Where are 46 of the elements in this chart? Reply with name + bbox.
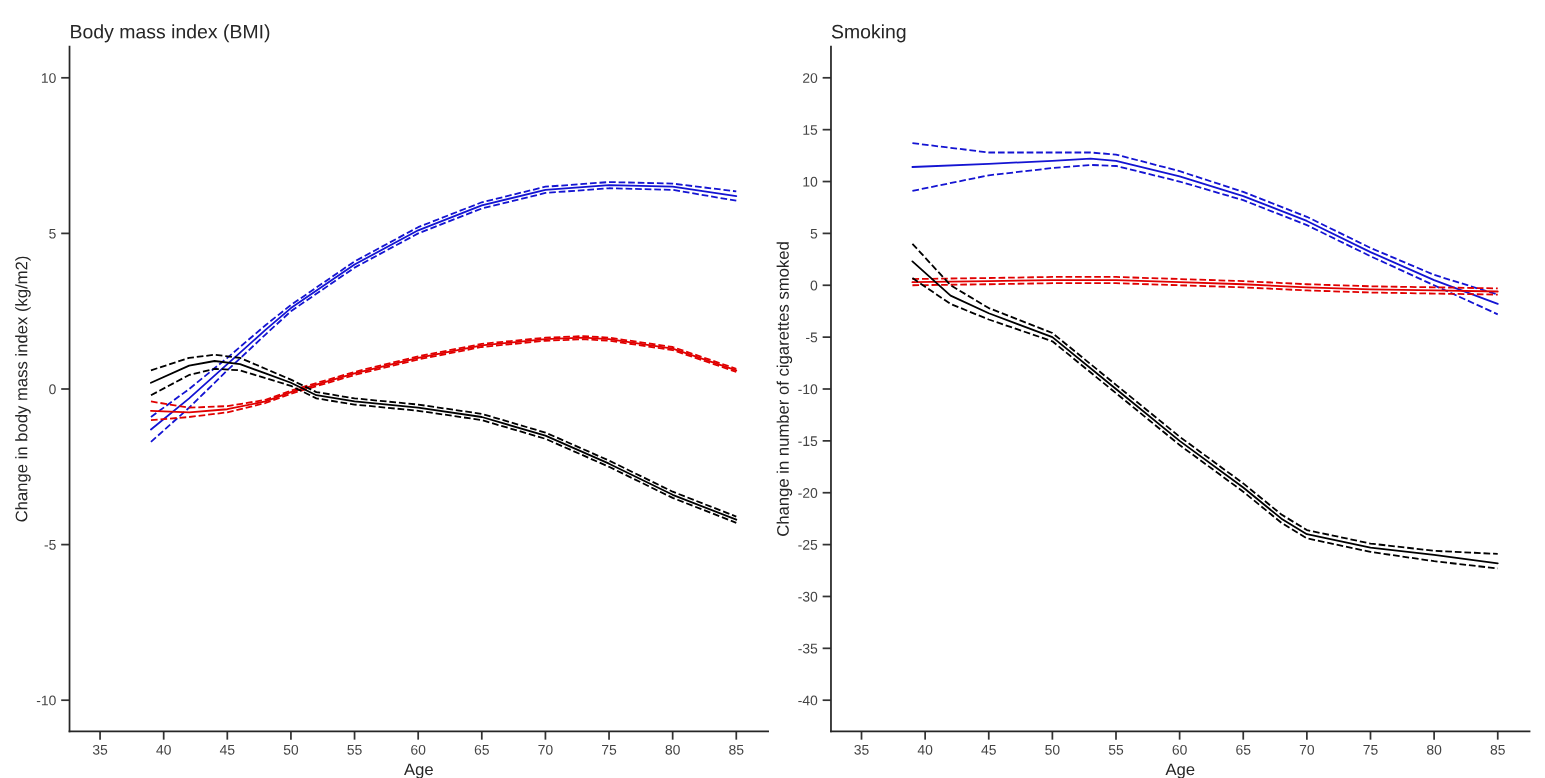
x-tick-label: 55	[347, 745, 362, 755]
x-tick-label: 80	[1427, 744, 1442, 755]
y-tick-label: -20	[798, 488, 818, 498]
y-tick-label: 10	[41, 73, 56, 83]
x-tick-label: 50	[283, 744, 299, 755]
x-tick-label: 50	[1045, 744, 1060, 755]
x-tick-label: 40	[917, 744, 933, 755]
y-tick-label: -10	[798, 384, 818, 395]
x-tick-label: 65	[474, 744, 489, 755]
y-tick-label: -30	[798, 591, 818, 602]
x-tick-label: 70	[538, 744, 553, 755]
y-tick-label: -15	[798, 436, 818, 447]
x-tick-label: 85	[729, 744, 744, 755]
y-axis-title: Change in number of cigarettes smoked	[776, 242, 793, 536]
x-axis-title: Age	[404, 763, 433, 778]
x-tick-label: 75	[1363, 745, 1378, 755]
x-tick-label: 35	[92, 744, 108, 755]
x-tick-label: 85	[1490, 744, 1505, 755]
x-tick-label: 65	[1236, 744, 1251, 755]
y-tick-label: -25	[798, 539, 818, 550]
chart-title: Body mass index (BMI)	[71, 24, 270, 43]
x-tick-label: 45	[981, 745, 996, 755]
chart-title: Smoking	[831, 24, 906, 43]
y-tick-label: 15	[803, 125, 818, 135]
x-tick-label: 70	[1299, 744, 1315, 755]
y-tick-label: -10	[36, 695, 56, 706]
y-tick-label: -35	[798, 643, 818, 654]
x-axis-title: Age	[1165, 763, 1195, 778]
x-tick-label: 75	[602, 745, 617, 755]
x-tick-label: 45	[219, 745, 235, 755]
x-tick-label: 40	[156, 744, 171, 755]
y-tick-label: 0	[810, 280, 818, 291]
y-axis-title: Change in body mass index (kg/m2)	[15, 256, 31, 522]
y-tick-label: -5	[806, 332, 818, 343]
x-tick-label: 60	[411, 744, 426, 755]
y-tick-label: -40	[798, 695, 818, 706]
y-tick-label: -5	[44, 540, 56, 550]
x-tick-label: 35	[854, 744, 869, 755]
x-tick-label: 60	[1172, 744, 1187, 755]
y-tick-label: 5	[810, 228, 818, 239]
y-tick-label: 0	[49, 384, 56, 395]
x-tick-label: 55	[1108, 745, 1124, 755]
y-tick-label: 20	[803, 73, 818, 83]
x-tick-label: 80	[665, 744, 680, 755]
y-tick-label: 10	[803, 176, 818, 187]
y-tick-label: 5	[49, 228, 56, 239]
